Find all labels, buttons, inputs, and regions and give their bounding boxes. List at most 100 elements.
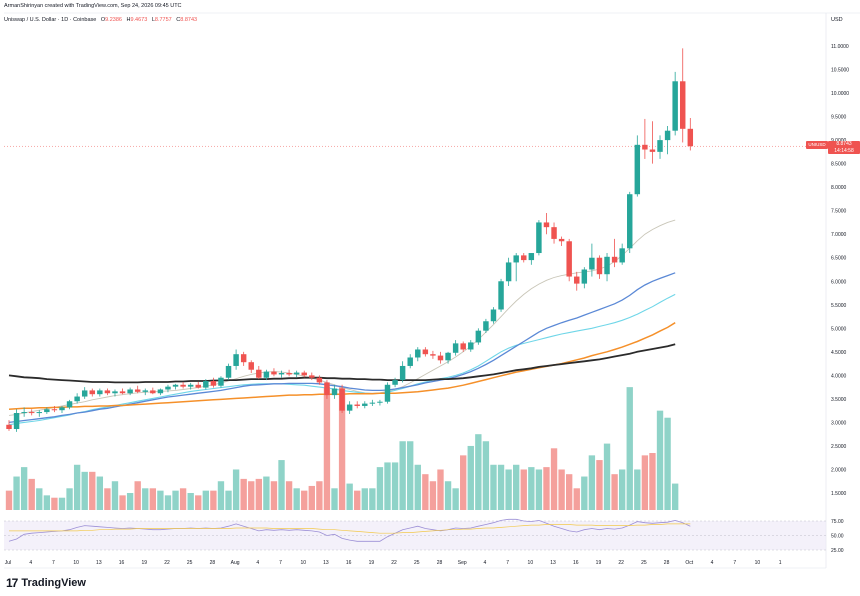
candle-body — [611, 256, 618, 263]
price-tick-label: 4.0000 — [831, 373, 847, 379]
candle-body — [536, 222, 542, 254]
time-tick-label: 22 — [164, 560, 170, 566]
time-tick-label: 19 — [369, 560, 375, 566]
volume-bar — [51, 497, 58, 510]
candle-body — [505, 262, 512, 282]
volume-bar — [422, 474, 429, 510]
volume-bar — [111, 481, 119, 510]
volume-bar — [119, 495, 126, 510]
price-tick-label: 2.0000 — [831, 467, 847, 473]
candle-body — [687, 128, 694, 147]
candle-body — [187, 384, 194, 387]
candle-body — [142, 390, 148, 392]
candle-body — [468, 342, 474, 350]
candle-body — [452, 343, 459, 353]
high-label: H — [126, 17, 131, 23]
volume-bar — [164, 495, 172, 510]
time-tick-label: Oct — [685, 560, 693, 566]
candle-body — [6, 424, 12, 430]
candle-body — [66, 401, 73, 408]
candle-body — [180, 384, 186, 387]
volume-bar — [354, 490, 361, 510]
volume-bar — [134, 481, 141, 510]
volume-bar — [285, 481, 293, 510]
time-tick-label: 7 — [279, 560, 282, 566]
price-tick-label: 5.5000 — [831, 303, 847, 309]
time-tick-label: 4 — [29, 560, 32, 566]
volume-bar — [429, 481, 437, 510]
price-tick-label: 3.5000 — [831, 397, 847, 403]
candle-body — [89, 390, 95, 395]
volume-bar — [497, 464, 505, 510]
candle-body — [301, 372, 307, 376]
volume-bar — [301, 490, 308, 510]
volume-bar — [331, 488, 338, 510]
volume-bar — [505, 469, 512, 510]
price-axis[interactable]: 11.000010.500010.00009.50009.00008.50008… — [831, 44, 849, 497]
volume-bar — [195, 495, 202, 510]
low-value: 8.7757 — [154, 17, 172, 23]
candle-body — [528, 253, 535, 261]
price-tick-label: 7.5000 — [831, 209, 847, 215]
volume-bar — [179, 488, 187, 510]
candle-body — [309, 375, 315, 378]
time-tick-label: 10 — [73, 560, 79, 566]
price-tick-label: 6.5000 — [831, 256, 847, 262]
open-label: O — [100, 17, 106, 23]
volume-bar — [444, 481, 452, 510]
candle-body — [354, 404, 360, 406]
symbol-name[interactable]: Uniswap / U.S. Dollar · 1D · Coinbase — [4, 17, 97, 23]
time-axis[interactable]: Jul 4 7 10 13 16 19 22 25 28 Aug 4 7 10 13 16 19 22 25 28 Se… — [5, 560, 782, 566]
volume-bar — [618, 469, 626, 510]
candle-body — [566, 241, 572, 277]
volume-bar — [384, 462, 391, 510]
volume-bar — [391, 462, 399, 510]
candle-body — [460, 343, 466, 350]
candle-body — [248, 362, 254, 370]
volume-bar — [490, 464, 497, 510]
volume-bar — [603, 443, 611, 510]
candle-body — [81, 390, 88, 397]
volume-bar — [581, 476, 588, 510]
time-tick-label: 16 — [346, 560, 352, 566]
candle-body — [203, 381, 209, 388]
rsi-tick-label: 50.00 — [831, 534, 844, 540]
volume-bar — [5, 490, 13, 510]
time-tick-label: 10 — [300, 560, 306, 566]
last-price-tag: 8.8743 14:14:58 — [828, 141, 860, 154]
ma200-line — [8, 343, 676, 384]
time-tick-label: 19 — [596, 560, 602, 566]
candle-body — [672, 81, 678, 131]
volume-bar — [202, 490, 209, 510]
volume-bar — [81, 471, 88, 510]
candle-body — [445, 352, 451, 361]
volume-bar — [588, 455, 596, 510]
candle-body — [134, 389, 141, 392]
candle-body — [392, 380, 398, 385]
candle-body — [157, 389, 164, 394]
volume-bar — [452, 488, 459, 510]
candle-body — [558, 238, 565, 242]
candle-body — [21, 412, 27, 414]
low-label: L — [151, 17, 155, 23]
volume-bar — [399, 441, 406, 510]
candle-body — [498, 281, 504, 310]
volume-bar — [126, 493, 134, 510]
candle-body — [490, 309, 497, 322]
candle-body — [278, 373, 285, 375]
price-tick-label: 8.5000 — [831, 162, 847, 168]
time-tick-label: 4 — [256, 560, 259, 566]
volume-bar — [656, 410, 664, 510]
price-tick-label: 1.5000 — [831, 491, 847, 497]
tradingview-logo[interactable]: 17 TradingView — [6, 576, 86, 590]
candle-body — [172, 384, 179, 387]
volume-bar — [520, 469, 527, 510]
currency-label[interactable]: USD — [831, 17, 843, 23]
volume-bar — [225, 490, 232, 510]
volume-bar — [535, 469, 543, 510]
volume-bar — [96, 476, 104, 510]
candle-body — [596, 257, 603, 275]
volume-bar — [172, 490, 179, 510]
candle-body — [346, 404, 353, 411]
